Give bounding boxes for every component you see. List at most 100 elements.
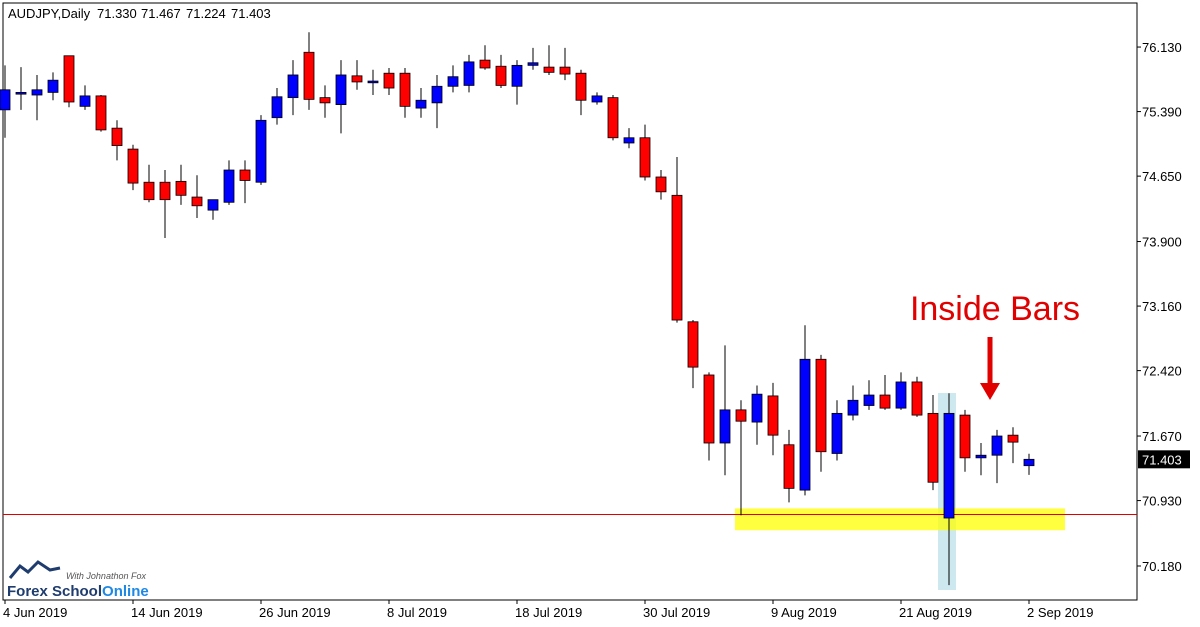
candle-body <box>95 95 107 131</box>
candle-body <box>559 66 571 75</box>
annotation: Inside Bars <box>910 290 1080 328</box>
candle-body <box>239 169 251 181</box>
logo-part1: Forex School <box>7 583 102 600</box>
candle-body <box>191 196 203 207</box>
candle-body <box>703 374 715 444</box>
x-tick-label: 30 Jul 2019 <box>643 605 710 620</box>
ohlc-close: 71.403 <box>231 6 271 21</box>
candle-body <box>575 72 587 101</box>
candle-body <box>1023 458 1035 467</box>
x-tick-label: 26 Jun 2019 <box>259 605 331 620</box>
candle-body <box>511 64 523 87</box>
y-tick-label: 70.180 <box>1142 559 1182 574</box>
candle-body <box>79 95 91 107</box>
candle-body <box>831 412 843 454</box>
candle-body <box>287 74 299 99</box>
candle-body <box>15 91 27 95</box>
candle-body <box>335 74 347 106</box>
candle-body <box>399 72 411 107</box>
price-label: 71.403 <box>1142 452 1182 467</box>
candle-body <box>735 409 747 422</box>
candle-body <box>479 59 491 69</box>
candle-body <box>431 85 443 104</box>
x-tick-label: 4 Jun 2019 <box>3 605 67 620</box>
candle-body <box>383 72 395 89</box>
candle-body <box>959 414 971 459</box>
candle-body <box>767 395 779 436</box>
chart-title: AUDJPY,Daily <box>8 6 91 21</box>
logo-tagline: With Johnathon Fox <box>66 571 146 581</box>
candle-body <box>0 89 11 111</box>
y-tick-label: 76.130 <box>1142 40 1182 55</box>
y-tick-label: 75.390 <box>1142 105 1182 120</box>
candle-body <box>687 321 699 368</box>
plot-frame <box>2 2 1138 601</box>
ohlc-open: 71.330 <box>97 6 137 21</box>
logo-mark <box>8 560 61 579</box>
candle-body <box>879 394 891 409</box>
candle-body <box>799 358 811 491</box>
candle-body <box>895 381 907 409</box>
candle-body <box>271 96 283 119</box>
x-tick-label: 2 Sep 2019 <box>1027 605 1094 620</box>
ohlc-high: 71.467 <box>141 6 181 21</box>
y-tick-label: 72.420 <box>1142 364 1182 379</box>
candle-body <box>975 454 987 459</box>
x-tick-label: 18 Jul 2019 <box>515 605 582 620</box>
y-tick-label: 74.650 <box>1142 169 1182 184</box>
candle-body <box>63 55 75 103</box>
candle-body <box>927 412 939 483</box>
candle-body <box>47 79 59 93</box>
candle-body <box>607 97 619 139</box>
candle-body <box>543 66 555 73</box>
candle-body <box>367 80 379 84</box>
y-tick-label: 71.670 <box>1142 429 1182 444</box>
price-label-box <box>1138 450 1190 469</box>
candle-body <box>303 51 315 100</box>
candle-body <box>143 181 155 201</box>
candle-body <box>111 127 123 146</box>
candle-body <box>31 89 43 96</box>
candle-body <box>319 97 331 104</box>
candle-body <box>127 148 139 184</box>
candle-body <box>719 409 731 444</box>
candle-body <box>223 169 235 203</box>
candle-body <box>623 137 635 144</box>
candle-body <box>175 180 187 196</box>
candle-body <box>847 399 859 416</box>
candle-body <box>991 435 1003 456</box>
candle-body <box>415 99 427 109</box>
candle-body <box>751 393 763 423</box>
logo-part2: Online <box>102 583 149 600</box>
y-tick-label: 70.930 <box>1142 494 1182 509</box>
arrow-head <box>980 383 1000 400</box>
candle-body <box>671 194 683 321</box>
y-tick-label: 73.160 <box>1142 299 1182 314</box>
x-tick-label: 21 Aug 2019 <box>899 605 972 620</box>
candle-body <box>447 76 459 87</box>
candle-body <box>943 412 955 519</box>
candle-body <box>527 62 539 66</box>
candle-body <box>655 176 667 193</box>
x-tick-label: 8 Jul 2019 <box>387 605 447 620</box>
candle-body <box>495 65 507 86</box>
candle-body <box>351 75 363 83</box>
candle-body <box>911 381 923 416</box>
y-tick-label: 73.900 <box>1142 235 1182 250</box>
candle-body <box>159 181 171 201</box>
candle-body <box>815 358 827 453</box>
candle-body <box>207 199 219 211</box>
candle-body <box>255 119 267 183</box>
candle-body <box>783 444 795 489</box>
candle-body <box>591 95 603 103</box>
candle-body <box>1007 434 1019 443</box>
x-tick-label: 14 Jun 2019 <box>131 605 203 620</box>
logo-text: Forex SchoolOnline <box>7 583 149 600</box>
support-zone <box>735 508 1065 531</box>
ohlc-low: 71.224 <box>186 6 226 21</box>
candle-body <box>639 137 651 178</box>
x-tick-label: 9 Aug 2019 <box>771 605 837 620</box>
candle-body <box>863 394 875 406</box>
candle-body <box>463 61 475 86</box>
